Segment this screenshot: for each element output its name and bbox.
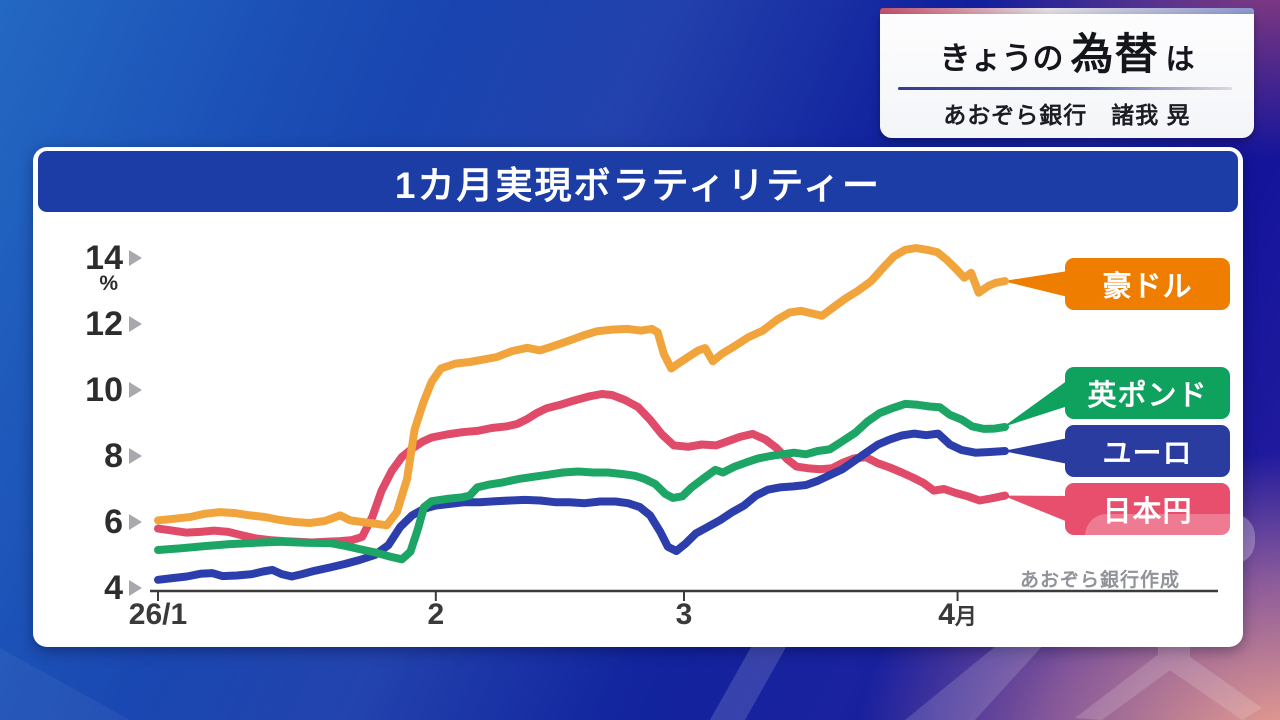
legend-aud-label: 豪ドル [1102,271,1193,303]
y-tick-arrow-icon [129,580,142,596]
legend-gbp: 英ポンド [1065,367,1230,419]
legend-eur-label: ユーロ [1102,438,1193,470]
banner-divider [898,87,1232,90]
y-axis-unit: % [99,272,118,295]
y-tick-arrow-icon [129,514,142,530]
y-tick-label-4: 4 [104,569,123,607]
y-tick-arrow-icon [129,316,142,332]
y-tick-label-12: 12 [85,305,123,343]
chart-source-note: あおぞら銀行作成 [1019,570,1180,591]
legend-gbp-label: 英ポンド [1087,380,1208,412]
x-tick-label-4月: 4月 [938,598,977,631]
y-tick-arrow-icon [129,448,142,464]
banner-title: きょうの 為替 は [880,18,1254,85]
banner-title-prefix: きょうの [939,41,1064,76]
chart-title-bar: 1カ月実現ボラティリティー [38,151,1238,212]
banner-commentator: あおぞら銀行 諸我 晃 [943,102,1191,128]
banner-title-emphasis: 為替 [1070,31,1159,79]
banner-title-suffix: は [1165,44,1195,76]
fx-program-banner: きょうの 為替 は あおぞら銀行 諸我 晃 [880,8,1254,138]
x-tick-label-26/1: 26/1 [128,598,188,631]
y-tick-label-10: 10 [85,371,123,409]
x-tick-label-2: 2 [427,598,445,631]
y-tick-label-8: 8 [104,437,123,475]
x-tick-label-3: 3 [675,598,693,631]
legend-jpy-label: 日本円 [1102,496,1193,528]
y-tick-label-14: 14 [85,239,123,277]
y-tick-label-6: 6 [104,503,123,541]
legend-jpy: 日本円 [1065,483,1230,535]
banner-accent-strip [880,8,1254,14]
y-tick-arrow-icon [129,382,142,398]
y-tick-arrow-icon [129,250,142,266]
banner-body: きょうの 為替 は あおぞら銀行 諸我 晃 [880,14,1254,138]
legend-eur: ユーロ [1065,425,1230,477]
chart-title: 1カ月実現ボラティリティー [394,164,882,206]
legend-aud: 豪ドル [1065,258,1230,310]
